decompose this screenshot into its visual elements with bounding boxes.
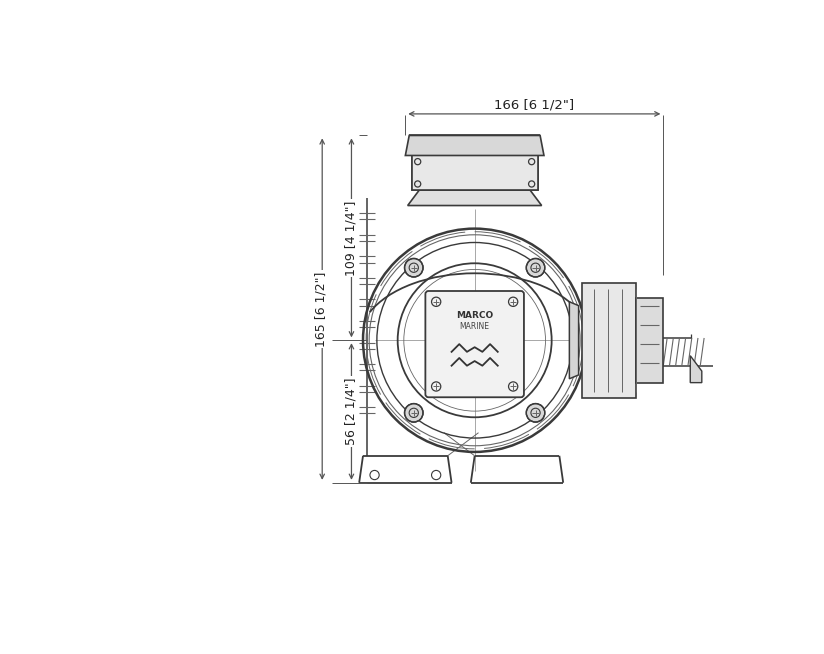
Circle shape (405, 404, 423, 422)
Bar (411, 152, 538, 190)
FancyBboxPatch shape (425, 291, 524, 397)
Text: 109 [4 1/4"]: 109 [4 1/4"] (345, 200, 358, 275)
Circle shape (405, 258, 423, 277)
Text: MARINE: MARINE (460, 322, 489, 331)
Text: 165 [6 1/2"]: 165 [6 1/2"] (314, 271, 327, 347)
Polygon shape (405, 135, 544, 156)
Polygon shape (691, 356, 702, 383)
Bar (636, 298, 663, 383)
Polygon shape (408, 190, 541, 205)
Polygon shape (569, 301, 578, 379)
Text: MARCO: MARCO (456, 311, 494, 320)
Circle shape (527, 258, 545, 277)
Text: 56 [2 1/4"]: 56 [2 1/4"] (345, 378, 358, 445)
Text: 166 [6 1/2"]: 166 [6 1/2"] (494, 99, 574, 112)
Bar (411, 156, 538, 190)
Bar (583, 283, 636, 398)
Circle shape (527, 404, 545, 422)
